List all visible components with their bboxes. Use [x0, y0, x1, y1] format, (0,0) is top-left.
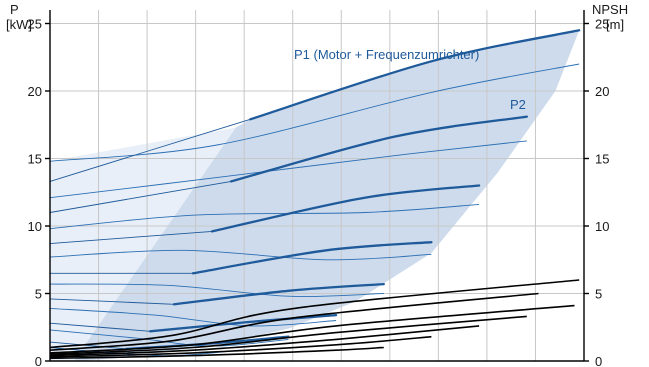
right-axis-tick-label: 5	[595, 287, 602, 302]
p1-curve	[148, 313, 338, 333]
p1-curve-extension	[49, 322, 151, 332]
right-axis-tick-label: 25	[595, 17, 609, 32]
p1-curve	[191, 241, 433, 275]
p2-curve	[49, 283, 384, 297]
left-axis-tick-label: 5	[35, 287, 42, 302]
p2-curve	[49, 140, 527, 199]
npsh-curve	[49, 279, 580, 349]
p2-curve	[49, 63, 580, 162]
npsh-curve	[49, 325, 480, 357]
p2-curve	[49, 307, 337, 327]
p1-curve-extension	[49, 118, 251, 182]
p2-curve	[49, 249, 432, 261]
left-axis-title-unit-symbol: P	[10, 2, 19, 17]
left-axis-tick-label: 20	[28, 84, 42, 99]
npsh-curve	[49, 315, 527, 356]
left-axis-tick-label: 0	[35, 354, 42, 367]
right-axis-title-unit-symbol: NPSH	[592, 2, 628, 17]
left-axis-tick-label: 15	[28, 152, 42, 167]
p1-curve-extension	[49, 298, 175, 305]
p1-curve-extension	[49, 230, 213, 245]
right-axis-title-unit: [m]	[606, 17, 624, 32]
right-axis-tick-label: 0	[595, 354, 602, 367]
operating-range-region	[73, 30, 580, 361]
p1-curve-extension	[49, 341, 127, 350]
npsh-curve	[49, 292, 539, 351]
p2-curve	[49, 203, 480, 230]
p1-series-label: P1 (Motor + Frequenzumrichter)	[294, 47, 479, 62]
right-axis-tick-label: 15	[595, 152, 609, 167]
p1-curve	[210, 184, 481, 233]
left-axis-tick-label: 25	[28, 17, 42, 32]
left-axis-tick-label: 10	[28, 219, 42, 234]
right-axis-tick-label: 20	[595, 84, 609, 99]
npsh-curve	[49, 346, 384, 360]
p1-curve	[249, 29, 581, 121]
npsh-curve	[49, 335, 432, 358]
left-axis-title-unit: [kW]	[6, 17, 32, 32]
p1-curve	[230, 115, 528, 183]
npsh-curve	[49, 304, 575, 354]
low-flow-region	[50, 127, 236, 361]
p1-curve	[172, 282, 385, 306]
right-axis-tick-label: 10	[595, 219, 609, 234]
p2-curve	[49, 329, 289, 347]
p2-series-label: P2	[510, 97, 526, 112]
p1-curve-extension	[49, 180, 232, 213]
